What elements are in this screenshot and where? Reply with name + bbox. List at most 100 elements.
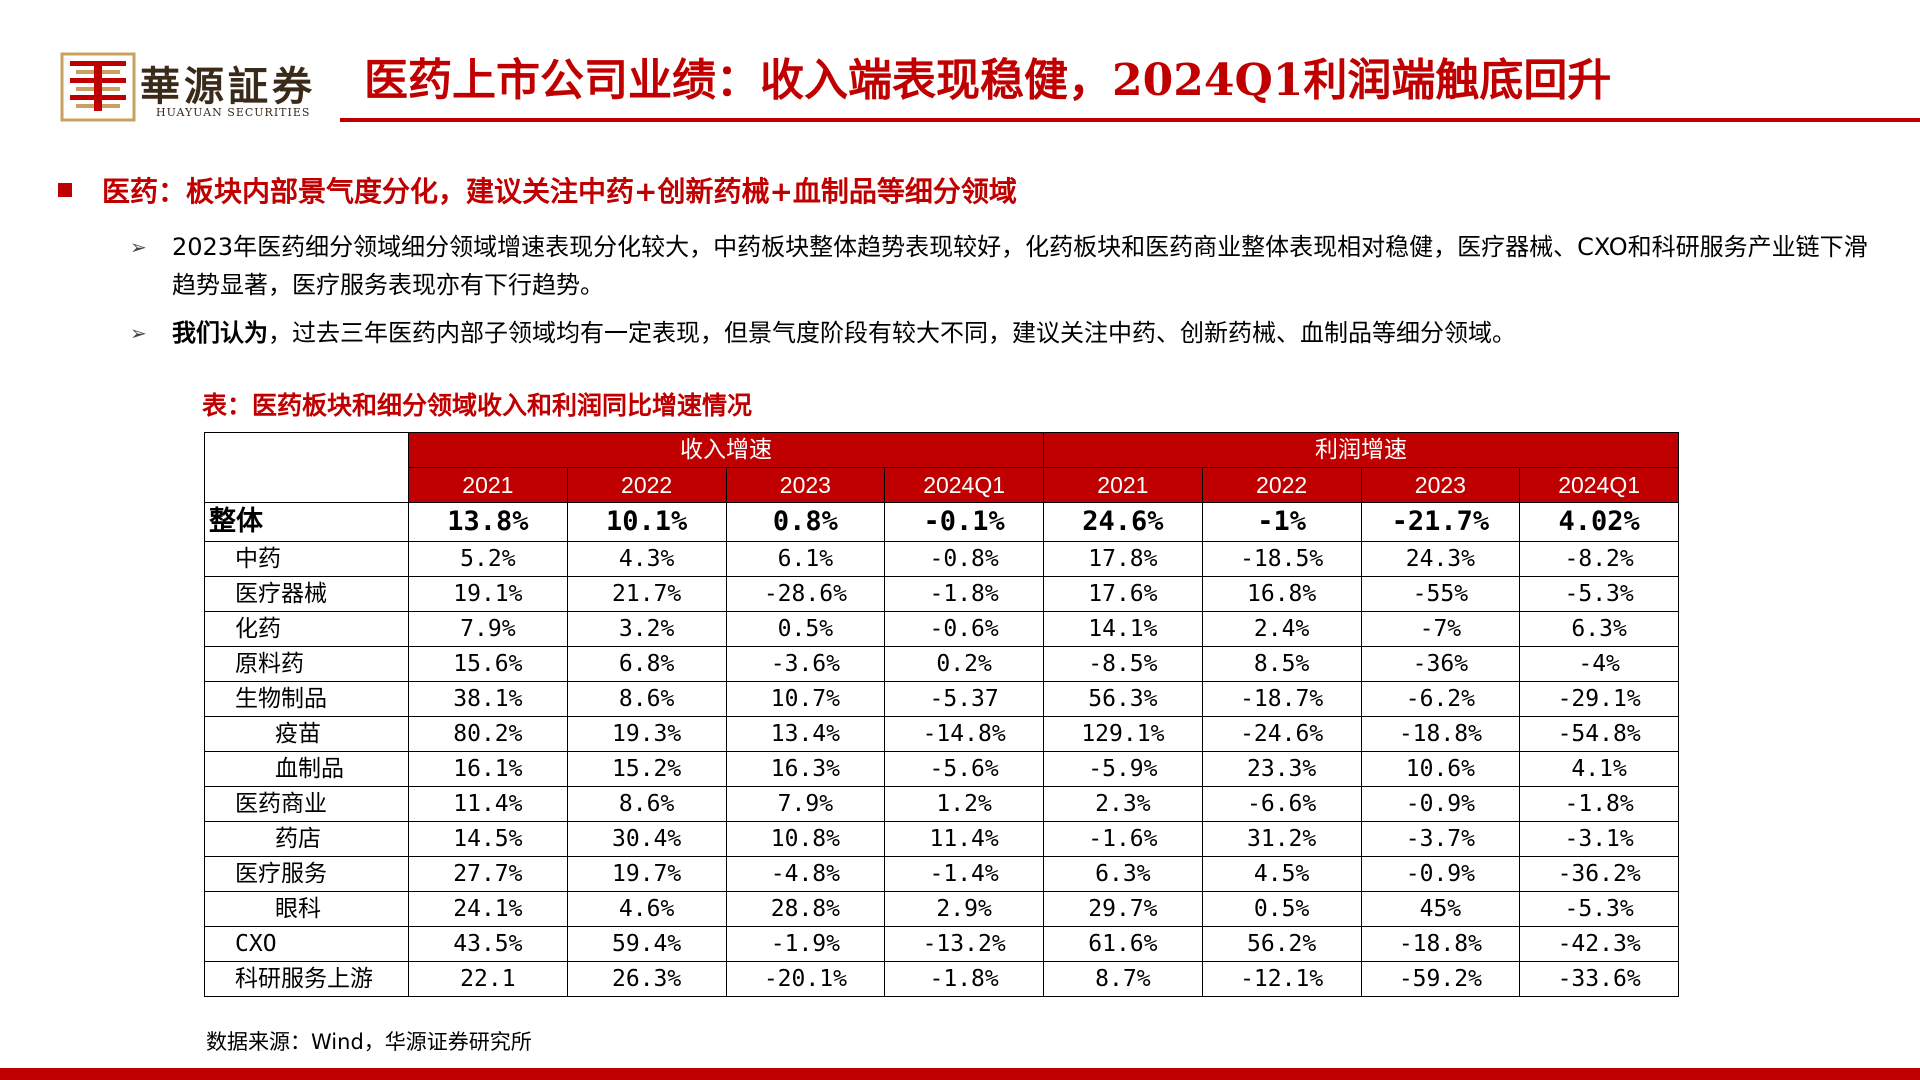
value-cell: -33.6% [1519, 961, 1679, 997]
bullet-text: 2023年医药细分领域细分领域增速表现分化较大，中药板块整体趋势表现较好，化药板… [172, 233, 1868, 299]
value-cell: 0.5% [1201, 891, 1362, 927]
value-cell: -0.6% [884, 611, 1044, 647]
value-cell: 15.2% [566, 751, 727, 787]
row-label: 药店 [204, 821, 409, 857]
value-cell: 6.3% [1043, 856, 1203, 892]
value-cell: 13.8% [408, 502, 568, 542]
value-cell: -24.6% [1201, 716, 1362, 752]
table-row: CXO 43.5% 59.4% -1.9% -13.2% 61.6% 56.2% -18.8%… [204, 926, 1679, 962]
year-header: 2023 [725, 467, 886, 503]
value-cell: 31.2% [1201, 821, 1362, 857]
value-cell: -5.3% [1519, 576, 1679, 612]
year-header: 2021 [408, 467, 568, 503]
value-cell: 19.7% [566, 856, 727, 892]
value-cell: -1.9% [725, 926, 886, 962]
value-cell: -1.4% [884, 856, 1044, 892]
logo-seal-icon [60, 52, 136, 122]
table-caption: 表：医药板块和细分领域收入和利润同比增速情况 [202, 391, 753, 420]
year-header: 2023 [1360, 467, 1521, 503]
row-label: CXO [204, 926, 409, 962]
value-cell: 24.6% [1043, 502, 1203, 542]
value-cell: -29.1% [1519, 681, 1679, 717]
value-cell: 56.3% [1043, 681, 1203, 717]
value-cell: -4% [1519, 646, 1679, 682]
value-cell: -28.6% [725, 576, 886, 612]
footer-divider [0, 1068, 1920, 1080]
row-label: 化药 [204, 611, 409, 647]
section-heading-text: 医药：板块内部景气度分化，建议关注中药+创新药械+血制品等细分领域 [102, 175, 1017, 208]
row-label: 原料药 [204, 646, 409, 682]
table-row: 科研服务上游 22.1 26.3% -20.1% -1.8% 8.7% -12.1% -59.… [204, 961, 1679, 997]
value-cell: 23.3% [1201, 751, 1362, 787]
value-cell: 7.9% [725, 786, 886, 822]
value-cell: 16.3% [725, 751, 886, 787]
value-cell: 10.7% [725, 681, 886, 717]
value-cell: -12.1% [1201, 961, 1362, 997]
value-cell: -55% [1360, 576, 1521, 612]
value-cell: -36% [1360, 646, 1521, 682]
value-cell: -18.7% [1201, 681, 1362, 717]
value-cell: -20.1% [725, 961, 886, 997]
value-cell: 38.1% [408, 681, 568, 717]
row-label: 医疗器械 [204, 576, 409, 612]
brand-name-en: HUAYUAN SECURITIES [156, 106, 311, 119]
value-cell: -7% [1360, 611, 1521, 647]
value-cell: 11.4% [884, 821, 1044, 857]
value-cell: -8.2% [1519, 541, 1679, 577]
value-cell: 61.6% [1043, 926, 1203, 962]
row-label: 眼科 [204, 891, 409, 927]
value-cell: -36.2% [1519, 856, 1679, 892]
value-cell: 17.8% [1043, 541, 1203, 577]
row-label: 中药 [204, 541, 409, 577]
value-cell: -1.8% [884, 576, 1044, 612]
value-cell: 43.5% [408, 926, 568, 962]
bullet-point: ➢ 我们认为，过去三年医药内部子领域均有一定表现，但景气度阶段有较大不同，建议关… [130, 314, 1870, 352]
value-cell: -5.37 [884, 681, 1044, 717]
value-cell: 11.4% [408, 786, 568, 822]
value-cell: 16.8% [1201, 576, 1362, 612]
table-row: 眼科 24.1% 4.6% 28.8% 2.9% 29.7% 0.5% 45% -5.3% [204, 891, 1679, 927]
value-cell: -0.1% [884, 502, 1044, 542]
value-cell: -13.2% [884, 926, 1044, 962]
row-label: 整体 [204, 502, 409, 542]
year-header: 2022 [566, 467, 727, 503]
value-cell: 3.2% [566, 611, 727, 647]
table-row: 生物制品 38.1% 8.6% 10.7% -5.37 56.3% -18.7% -6.2% -… [204, 681, 1679, 717]
table-row: 原料药 15.6% 6.8% -3.6% 0.2% -8.5% 8.5% -36% -4% [204, 646, 1679, 682]
value-cell: 24.3% [1360, 541, 1521, 577]
table-row: 血制品 16.1% 15.2% 16.3% -5.6% -5.9% 23.3% 10.6% 4.… [204, 751, 1679, 787]
year-header: 2024Q1 [1519, 467, 1679, 503]
bullet-point: ➢ 2023年医药细分领域细分领域增速表现分化较大，中药板块整体趋势表现较好，化… [130, 228, 1870, 304]
value-cell: 0.8% [725, 502, 886, 542]
value-cell: 2.4% [1201, 611, 1362, 647]
value-cell: -3.1% [1519, 821, 1679, 857]
value-cell: -0.8% [884, 541, 1044, 577]
value-cell: 4.6% [566, 891, 727, 927]
value-cell: 4.1% [1519, 751, 1679, 787]
value-cell: 10.1% [566, 502, 727, 542]
value-cell: -42.3% [1519, 926, 1679, 962]
value-cell: 45% [1360, 891, 1521, 927]
data-source-note: 数据来源：Wind，华源证券研究所 [206, 1030, 532, 1054]
value-cell: -5.9% [1043, 751, 1203, 787]
bullet-bold-lead: 我们认为 [172, 319, 268, 347]
group-header-profit: 利润增速 [1043, 432, 1679, 468]
row-label: 疫苗 [204, 716, 409, 752]
bullet-rest: ，过去三年医药内部子领域均有一定表现，但景气度阶段有较大不同，建议关注中药、创新… [268, 319, 1516, 347]
row-label: 科研服务上游 [204, 961, 409, 997]
value-cell: 1.2% [884, 786, 1044, 822]
value-cell: -3.7% [1360, 821, 1521, 857]
value-cell: -1% [1201, 502, 1362, 542]
table-row-overall: 整体 13.8% 10.1% 0.8% -0.1% 24.6% -1% -21.7% 4.02% [204, 502, 1679, 542]
value-cell: 8.6% [566, 681, 727, 717]
value-cell: -18.5% [1201, 541, 1362, 577]
value-cell: -1.8% [1519, 786, 1679, 822]
value-cell: -1.8% [884, 961, 1044, 997]
table-row: 医疗服务 27.7% 19.7% -4.8% -1.4% 6.3% 4.5% -0.9% -36… [204, 856, 1679, 892]
value-cell: -59.2% [1360, 961, 1521, 997]
value-cell: 15.6% [408, 646, 568, 682]
table-row: 中药 5.2% 4.3% 6.1% -0.8% 17.8% -18.5% 24.3% -8.2% [204, 541, 1679, 577]
value-cell: -18.8% [1360, 716, 1521, 752]
table-row: 药店 14.5% 30.4% 10.8% 11.4% -1.6% 31.2% -3.7% -3.… [204, 821, 1679, 857]
value-cell: 6.1% [725, 541, 886, 577]
